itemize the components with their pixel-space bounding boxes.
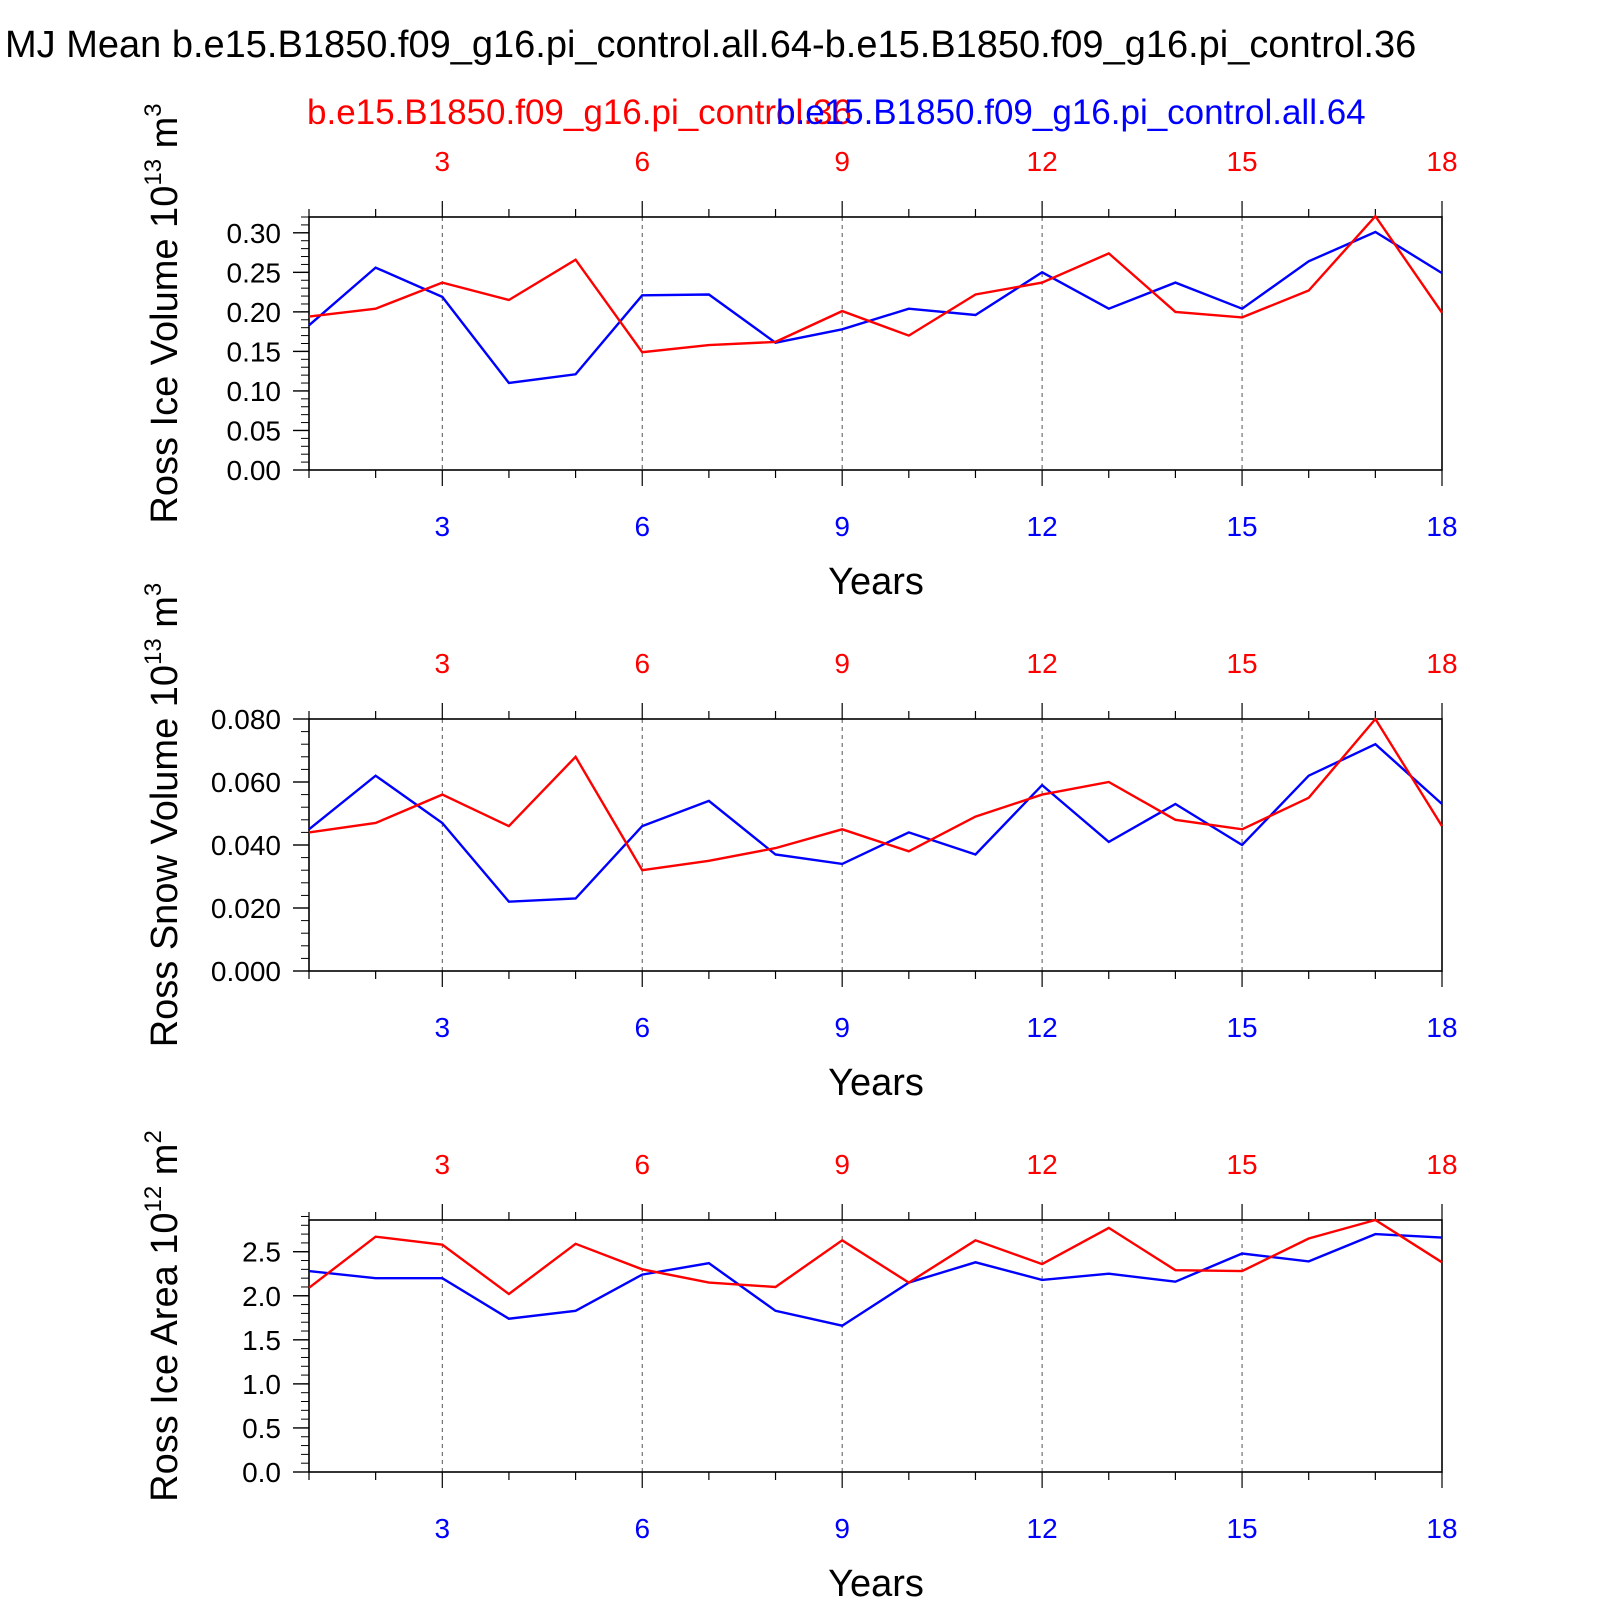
x-top-tick-label: 12 bbox=[1027, 1149, 1058, 1180]
series-line-blue bbox=[308, 230, 1443, 385]
x-top-tick-label: 6 bbox=[634, 1149, 650, 1180]
y-axis-label-part: 2 bbox=[140, 1130, 167, 1143]
y-tick-label: 0.5 bbox=[242, 1413, 281, 1444]
series-line-blue bbox=[308, 1232, 1443, 1327]
x-bottom-tick-label: 18 bbox=[1426, 1513, 1457, 1544]
y-axis-label-part: 3 bbox=[140, 103, 167, 116]
x-bottom-tick-label: 18 bbox=[1426, 511, 1457, 542]
x-bottom-tick-label: 3 bbox=[435, 511, 451, 542]
y-tick-label: 0.040 bbox=[211, 830, 281, 861]
y-tick-label: 0.30 bbox=[227, 218, 282, 249]
x-bottom-tick-label: 9 bbox=[834, 511, 850, 542]
y-axis-label-part: Ross Ice Area 10 bbox=[144, 1212, 186, 1501]
x-top-tick-label: 12 bbox=[1027, 648, 1058, 679]
x-bottom-tick-label: 15 bbox=[1226, 511, 1257, 542]
y-axis-label-part: Ross Snow Volume 10 bbox=[144, 665, 186, 1047]
x-top-tick-label: 18 bbox=[1426, 1149, 1457, 1180]
series-line-red bbox=[308, 214, 1443, 354]
x-axis-label: Years bbox=[828, 561, 924, 603]
plot-frame bbox=[308, 718, 1443, 972]
x-top-tick-label: 6 bbox=[634, 146, 650, 177]
series-line-red bbox=[308, 1218, 1443, 1296]
y-axis-label-part: 3 bbox=[140, 583, 167, 596]
y-tick-label: 0.000 bbox=[211, 956, 281, 987]
x-bottom-tick-label: 3 bbox=[435, 1012, 451, 1043]
series-line-blue bbox=[308, 742, 1443, 903]
x-top-tick-label: 15 bbox=[1226, 1149, 1257, 1180]
y-axis-label-part: m bbox=[144, 596, 186, 638]
y-axis-label-part: m bbox=[144, 117, 186, 159]
y-axis-label: Ross Snow Volume 1013 m3 bbox=[140, 583, 186, 1048]
x-axis-label: Years bbox=[828, 1563, 924, 1600]
x-bottom-tick-label: 12 bbox=[1027, 1513, 1058, 1544]
y-tick-label: 0.25 bbox=[227, 257, 282, 288]
y-tick-label: 1.5 bbox=[242, 1325, 281, 1356]
figure-title: MJ Mean b.e15.B1850.f09_g16.pi_control.a… bbox=[5, 24, 1416, 66]
x-top-tick-label: 6 bbox=[634, 648, 650, 679]
x-top-tick-label: 15 bbox=[1226, 648, 1257, 679]
y-tick-label: 0.020 bbox=[211, 893, 281, 924]
x-bottom-tick-label: 6 bbox=[634, 511, 650, 542]
plot-frame bbox=[308, 1219, 1443, 1473]
x-top-tick-label: 18 bbox=[1426, 648, 1457, 679]
y-tick-label: 0.15 bbox=[227, 336, 282, 367]
y-tick-label: 0.080 bbox=[211, 704, 281, 735]
y-axis-label-part: m bbox=[144, 1144, 186, 1186]
x-top-tick-label: 9 bbox=[834, 1149, 850, 1180]
x-bottom-tick-label: 6 bbox=[634, 1012, 650, 1043]
x-axis-label: Years bbox=[828, 1062, 924, 1104]
x-top-tick-label: 3 bbox=[435, 648, 451, 679]
chart-panel-3: 0.0 0.5 1.0 1.5 2.0 2.5 3 3 6 6 9 9 12 12 15 15 18 18 Year… bbox=[140, 1130, 1458, 1600]
x-top-tick-label: 3 bbox=[435, 146, 451, 177]
x-bottom-tick-label: 15 bbox=[1226, 1012, 1257, 1043]
x-top-tick-label: 15 bbox=[1226, 146, 1257, 177]
y-tick-label: 0.060 bbox=[211, 767, 281, 798]
y-tick-label: 2.0 bbox=[242, 1281, 281, 1312]
series-line-red bbox=[308, 716, 1444, 872]
x-bottom-tick-label: 12 bbox=[1027, 1012, 1058, 1043]
y-tick-label: 1.0 bbox=[242, 1369, 281, 1400]
y-tick-label: 0.0 bbox=[242, 1457, 281, 1488]
x-top-tick-label: 12 bbox=[1027, 146, 1058, 177]
y-tick-label: 0.05 bbox=[227, 415, 282, 446]
y-axis-label-part: 13 bbox=[140, 159, 167, 186]
y-axis-label: Ross Ice Volume 1013 m3 bbox=[140, 103, 186, 523]
x-top-tick-label: 18 bbox=[1426, 146, 1457, 177]
x-bottom-tick-label: 12 bbox=[1027, 511, 1058, 542]
y-axis-label: Ross Ice Area 1012 m2 bbox=[140, 1130, 186, 1502]
chart-panel-1: 0.00 0.05 0.10 0.15 0.20 0.25 0.30 3 3 6 6 9 9 12 12 15… bbox=[140, 103, 1458, 603]
x-bottom-tick-label: 18 bbox=[1426, 1012, 1457, 1043]
y-axis-label-part: 12 bbox=[140, 1186, 167, 1213]
legend-red-label: b.e15.B1850.f09_g16.pi_control.36 bbox=[307, 93, 852, 132]
x-bottom-tick-label: 9 bbox=[834, 1513, 850, 1544]
y-tick-label: 2.5 bbox=[242, 1237, 281, 1268]
x-top-tick-label: 9 bbox=[834, 648, 850, 679]
y-tick-label: 0.10 bbox=[227, 376, 282, 407]
x-bottom-tick-label: 6 bbox=[634, 1513, 650, 1544]
x-bottom-tick-label: 3 bbox=[435, 1513, 451, 1544]
y-axis-label-part: 13 bbox=[140, 638, 167, 665]
y-tick-label: 0.20 bbox=[227, 297, 282, 328]
y-axis-label-part: Ross Ice Volume 10 bbox=[144, 186, 186, 524]
legend-blue-label: b.e15.B1850.f09_g16.pi_control.all.64 bbox=[776, 93, 1366, 132]
chart-panel-2: 0.000 0.020 0.040 0.060 0.080 3 3 6 6 9 9 12 12 15 15 1… bbox=[140, 583, 1458, 1104]
x-bottom-tick-label: 9 bbox=[834, 1012, 850, 1043]
x-top-tick-label: 9 bbox=[834, 146, 850, 177]
chart-panels: 0.00 0.05 0.10 0.15 0.20 0.25 0.30 3 3 6 6 9 9 12 12 15… bbox=[140, 103, 1458, 1600]
x-top-tick-label: 3 bbox=[435, 1149, 451, 1180]
x-bottom-tick-label: 15 bbox=[1226, 1513, 1257, 1544]
y-tick-label: 0.00 bbox=[227, 455, 282, 486]
